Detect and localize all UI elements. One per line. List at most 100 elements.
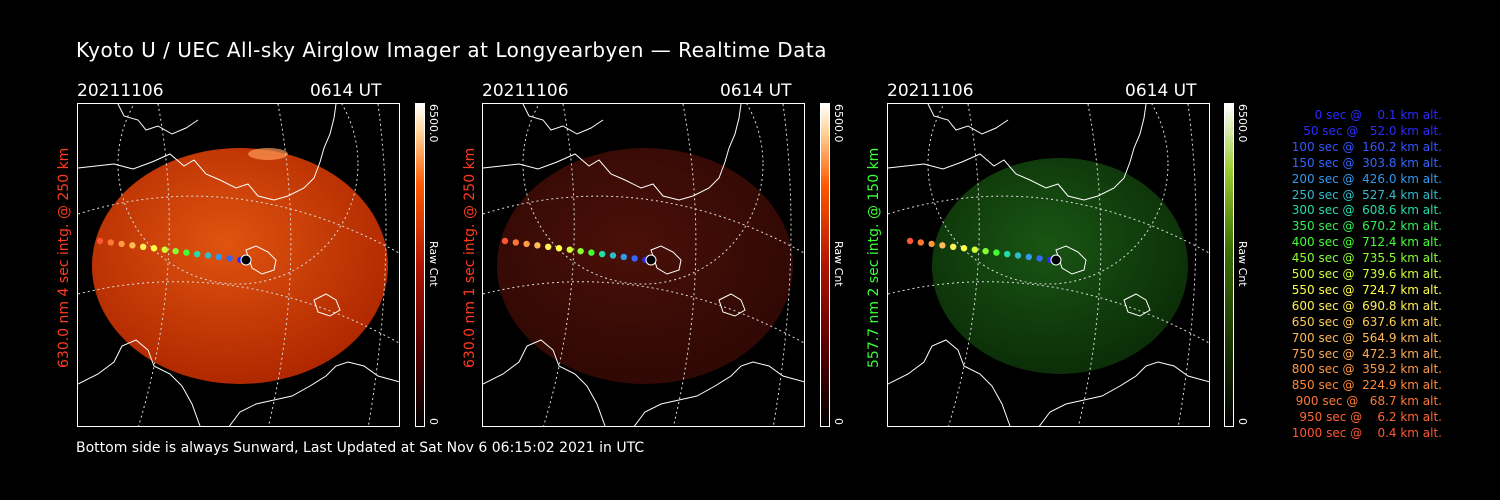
- legend-row: 300 sec @ 608.6 km alt.: [1287, 203, 1442, 218]
- allsky-svg: [888, 104, 1209, 426]
- legend-row: 500 sec @ 739.6 km alt.: [1287, 267, 1442, 281]
- legend-row: 250 sec @ 527.4 km alt.: [1287, 187, 1442, 202]
- panel1-side-label: 630.0 nm 4 sec intg. @ 250 km: [56, 147, 72, 368]
- trajectory-point: [1004, 250, 1011, 258]
- legend-row: 100 sec @ 160.2 km alt.: [1287, 139, 1442, 154]
- panel2-colorbar: [820, 103, 830, 427]
- trajectory-point: [1025, 253, 1032, 261]
- trajectory-point: [950, 243, 957, 250]
- panel1-allsky-image: [77, 103, 400, 427]
- panel2-colorbar-max: 6500.0: [832, 104, 845, 143]
- grid-lines: [888, 104, 1209, 426]
- panel1-date: 20211106: [77, 81, 164, 101]
- panel3-time: 0614 UT: [1125, 81, 1197, 101]
- panel1-colorbar-min: 0: [427, 418, 440, 425]
- trajectory-point: [194, 250, 201, 258]
- trajectory-point: [971, 246, 978, 253]
- legend-row: 700 sec @ 564.9 km alt.: [1287, 330, 1442, 345]
- trajectory-point: [588, 249, 595, 256]
- panel1-colorbar-max: 6500.0: [427, 104, 440, 143]
- legend-row: 550 sec @ 724.7 km alt.: [1287, 282, 1442, 297]
- legend-row: 850 sec @ 224.9 km alt.: [1287, 378, 1442, 393]
- station-marker: [1050, 254, 1062, 266]
- panel3-side-label: 557.7 nm 2 sec intg. @ 150 km: [866, 147, 882, 368]
- trajectory-point: [928, 240, 935, 248]
- legend-row: 150 sec @ 303.8 km alt.: [1287, 155, 1442, 170]
- legend-row: 350 sec @ 670.2 km alt.: [1287, 219, 1442, 234]
- legend-row: 600 sec @ 690.8 km alt.: [1287, 298, 1442, 313]
- panel1-colorbar: [415, 103, 425, 427]
- airglow-disc: [92, 148, 388, 384]
- coastlines: [483, 104, 804, 426]
- trajectory-point: [161, 246, 168, 253]
- trajectory-point: [118, 240, 125, 248]
- panel2-time: 0614 UT: [720, 81, 792, 101]
- trajectory-point: [204, 252, 212, 259]
- trajectory-point: [982, 247, 989, 255]
- trajectory-point: [566, 246, 573, 253]
- footer-note: Bottom side is always Sunward, Last Upda…: [76, 440, 645, 456]
- panel1-colorbar-unit: Raw Cnt: [427, 241, 440, 287]
- panel2-date: 20211106: [482, 81, 569, 101]
- grid-lines: [78, 104, 399, 426]
- panel2-side-label: 630.0 nm 1 sec intg. @ 250 km: [462, 147, 478, 368]
- trajectory-point: [96, 237, 104, 245]
- legend-row: 0 sec @ 0.1 km alt.: [1303, 108, 1442, 122]
- trajectory-point: [501, 237, 509, 245]
- panel2-allsky-image: [482, 103, 805, 427]
- trajectory-point: [545, 243, 552, 250]
- station-marker: [645, 254, 657, 266]
- trajectory-point: [939, 242, 946, 249]
- trajectory-point: [599, 250, 606, 258]
- panel2-colorbar-unit: Raw Cnt: [832, 241, 845, 287]
- legend-row: 450 sec @ 735.5 km alt.: [1287, 251, 1442, 266]
- grid-lines: [483, 104, 804, 426]
- trajectory-point: [917, 239, 924, 246]
- legend-row: 50 sec @ 52.0 km alt.: [1295, 123, 1442, 138]
- trajectory-point: [1036, 255, 1043, 262]
- allsky-svg: [78, 104, 399, 426]
- panel3-date: 20211106: [887, 81, 974, 101]
- legend-row: 900 sec @ 68.7 km alt.: [1291, 394, 1442, 409]
- coastlines: [888, 104, 1209, 426]
- trajectory-point: [150, 245, 158, 252]
- panel2-colorbar-min: 0: [832, 418, 845, 425]
- trajectory-point: [993, 249, 1000, 256]
- airglow-disc: [932, 158, 1188, 374]
- page-title: Kyoto U / UEC All-sky Airglow Imager at …: [76, 38, 827, 62]
- legend-row: 400 sec @ 712.4 km alt.: [1287, 235, 1442, 250]
- legend-row: 950 sec @ 6.2 km alt.: [1295, 410, 1442, 425]
- trajectory-point: [577, 247, 584, 255]
- trajectory-point: [534, 242, 541, 249]
- airglow-disc: [497, 148, 793, 384]
- trajectory: [906, 237, 1062, 266]
- trajectory-point: [620, 253, 627, 261]
- trajectory-point: [107, 239, 114, 246]
- panel3-colorbar-max: 6500.0: [1236, 104, 1249, 143]
- trajectory-point: [512, 239, 519, 246]
- panel3-allsky-image: [887, 103, 1210, 427]
- trajectory-point: [1014, 252, 1022, 259]
- legend-row: 1000 sec @ 0.4 km alt.: [1291, 426, 1442, 440]
- panel3-colorbar-min: 0: [1236, 418, 1249, 425]
- legend-row: 800 sec @ 359.2 km alt.: [1287, 362, 1442, 377]
- legend-row: 750 sec @ 472.3 km alt.: [1287, 346, 1442, 361]
- trajectory-point: [129, 242, 136, 249]
- trajectory-point: [555, 245, 563, 252]
- trajectory-point: [523, 240, 530, 248]
- trajectory-point: [172, 247, 179, 255]
- panel1-time: 0614 UT: [310, 81, 382, 101]
- legend-row: 200 sec @ 426.0 km alt.: [1287, 171, 1442, 186]
- panel3-colorbar: [1224, 103, 1234, 427]
- trajectory-point: [226, 255, 233, 262]
- coastlines: [78, 104, 399, 426]
- trajectory: [501, 237, 657, 266]
- trajectory-point: [631, 255, 638, 262]
- trajectory: [96, 237, 252, 266]
- trajectory-point: [906, 237, 914, 245]
- station-marker: [240, 254, 252, 266]
- trajectory-point: [183, 249, 190, 256]
- panel3-colorbar-unit: Raw Cnt: [1236, 241, 1249, 287]
- trajectory-point: [960, 245, 968, 252]
- trajectory-point: [215, 253, 222, 261]
